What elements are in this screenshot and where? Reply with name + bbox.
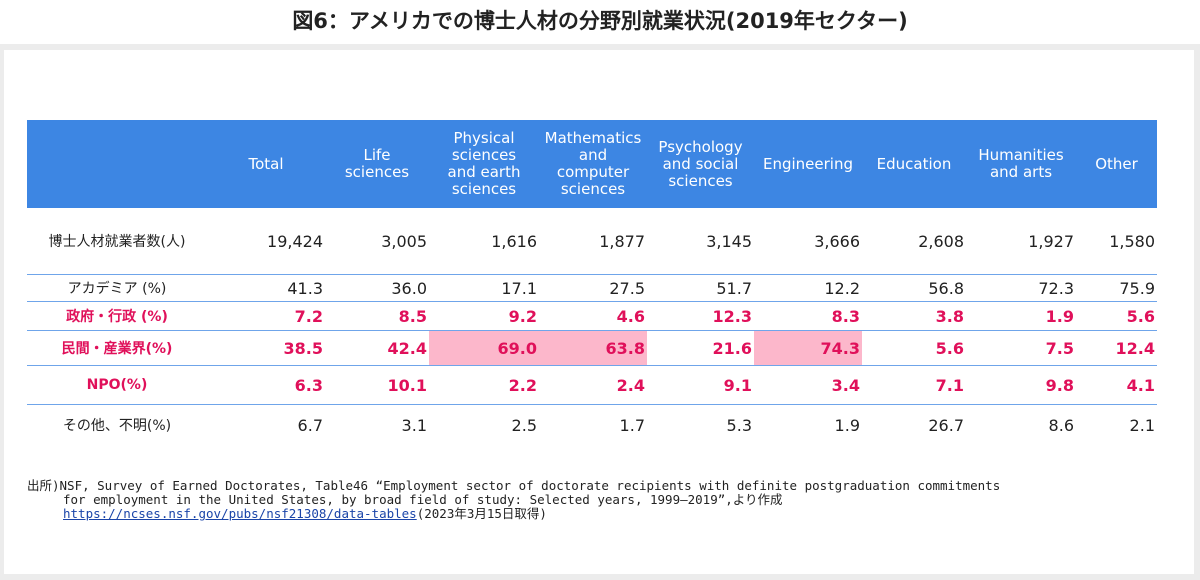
col-header-total: Total [207, 120, 325, 208]
table-cell: 4.1 [1076, 365, 1157, 405]
col-header-life-sciences: Life sciences [325, 120, 429, 208]
table-cell: 2.5 [511, 415, 537, 435]
table-cell: 38.5 [207, 330, 325, 366]
table-cell: 3,666 [754, 208, 862, 275]
source-line-2: for employment in the United States, by … [63, 492, 783, 507]
table-cell: 51.7 [647, 274, 754, 302]
table-cell: 12.4 [1076, 330, 1157, 366]
table-cell: 3,005 [325, 208, 429, 275]
source-link-suffix: (2023年3月15日取得) [416, 506, 547, 521]
table-body: 博士人材就業者数(人) 19,424 3,005 1,616 1,877 3,145 3,6… [27, 208, 1157, 445]
col-header-math-computer: Mathematics and computer sciences [539, 120, 647, 208]
col-header-physical-sciences: Physical sciences and earth sciences [429, 120, 539, 208]
source-line-1: 出所)NSF, Survey of Earned Doctorates, Tab… [27, 478, 1001, 493]
row-label: NPO(%) [27, 365, 207, 405]
table-row-count: 博士人材就業者数(人) 19,424 3,005 1,616 1,877 3,145 3,6… [27, 208, 1157, 275]
table-cell: 72.3 [966, 274, 1076, 302]
table-row-other-unknown: その他、不明(%) 6.7 3.1 2.5 1.7 5.3 1.9 26.7 8.6 2.1 [27, 405, 1157, 446]
col-header-humanities-arts: Humanities and arts [966, 120, 1076, 208]
header-corner [27, 120, 207, 208]
table-cell: 1,927 [966, 208, 1076, 275]
table-cell: 74.3 [754, 330, 862, 366]
table-cell: 2.2 [429, 365, 539, 405]
table-cell: 27.5 [539, 274, 647, 302]
table-cell: 41.3 [207, 274, 325, 302]
table-cell: 21.6 [647, 330, 754, 366]
table-cell: 8.3 [754, 301, 862, 331]
row-label: 政府・行政 (%) [27, 301, 207, 331]
header-row: Total Life sciences Physical sciences and e… [27, 120, 1157, 208]
col-header-engineering: Engineering [754, 120, 862, 208]
table-cell: 3.4 [754, 365, 862, 405]
table-cell: 56.8 [862, 274, 966, 302]
table-cell: 2.4 [539, 365, 647, 405]
table-cell: 5.6 [862, 330, 966, 366]
table-cell: 3,145 [647, 208, 754, 275]
table-row-academia: アカデミア (%) 41.3 36.0 17.1 27.5 51.7 12.2 56.8 72.… [27, 274, 1157, 302]
row-label: その他、不明(%) [62, 418, 172, 434]
table-cell: 42.4 [325, 330, 429, 366]
employment-sector-table: Total Life sciences Physical sciences and e… [27, 120, 1157, 445]
table-row-npo: NPO(%) 6.3 10.1 2.2 2.4 9.1 3.4 7.1 9.8 4.1 [27, 365, 1157, 405]
col-header-psychology-social: Psychology and social sciences [647, 120, 754, 208]
table-row-government: 政府・行政 (%) 7.2 8.5 9.2 4.6 12.3 8.3 3.8 1.9 5.6 [27, 301, 1157, 331]
table-cell: 2.1 [1129, 415, 1155, 435]
table-cell: 17.1 [429, 274, 539, 302]
table-cell: 1.9 [834, 415, 860, 435]
table-cell: 1,877 [539, 208, 647, 275]
page-title: 図6：アメリカでの博士人材の分野別就業状況(2019年セクター) [0, 0, 1200, 44]
table-cell: 8.6 [1048, 415, 1074, 435]
table-cell: 12.3 [647, 301, 754, 331]
table-cell: 9.2 [429, 301, 539, 331]
table-cell: 6.3 [207, 365, 325, 405]
table-cell: 10.1 [325, 365, 429, 405]
table-cell: 1,580 [1076, 208, 1157, 275]
table-row-private-industry: 民間・産業界(%) 38.5 42.4 69.0 63.8 21.6 74.3 5.6 7.5 1… [27, 330, 1157, 366]
table-cell: 5.3 [726, 415, 752, 435]
row-label: アカデミア (%) [27, 274, 207, 302]
table-cell: 1.7 [619, 415, 645, 435]
table-cell: 1.9 [966, 301, 1076, 331]
table-cell: 75.9 [1076, 274, 1157, 302]
table-cell: 7.2 [207, 301, 325, 331]
table-cell: 7.5 [966, 330, 1076, 366]
table-cell: 9.1 [647, 365, 754, 405]
table-cell: 5.6 [1076, 301, 1157, 331]
table-cell: 63.8 [539, 330, 647, 366]
table-cell: 26.7 [928, 415, 964, 435]
table-cell: 2,608 [862, 208, 966, 275]
table-cell: 8.5 [325, 301, 429, 331]
source-link[interactable]: https://ncses.nsf.gov/pubs/nsf21308/data… [63, 506, 417, 521]
table-cell: 3.1 [401, 415, 427, 435]
source-line-3: https://ncses.nsf.gov/pubs/nsf21308/data… [27, 507, 1177, 521]
row-label: 博士人材就業者数(人) [27, 208, 207, 275]
table-cell: 1,616 [429, 208, 539, 275]
source-note: 出所)NSF, Survey of Earned Doctorates, Tab… [27, 479, 1177, 521]
table-cell: 3.8 [862, 301, 966, 331]
table-cell: 9.8 [966, 365, 1076, 405]
table-cell: 19,424 [207, 208, 325, 275]
table-cell: 69.0 [429, 330, 539, 366]
table-cell: 4.6 [539, 301, 647, 331]
row-label: 民間・産業界(%) [27, 330, 207, 366]
col-header-other: Other [1076, 120, 1157, 208]
table-cell: 7.1 [862, 365, 966, 405]
table-cell: 36.0 [325, 274, 429, 302]
table-cell: 6.7 [297, 415, 323, 435]
table-cell: 12.2 [754, 274, 862, 302]
col-header-education: Education [862, 120, 966, 208]
